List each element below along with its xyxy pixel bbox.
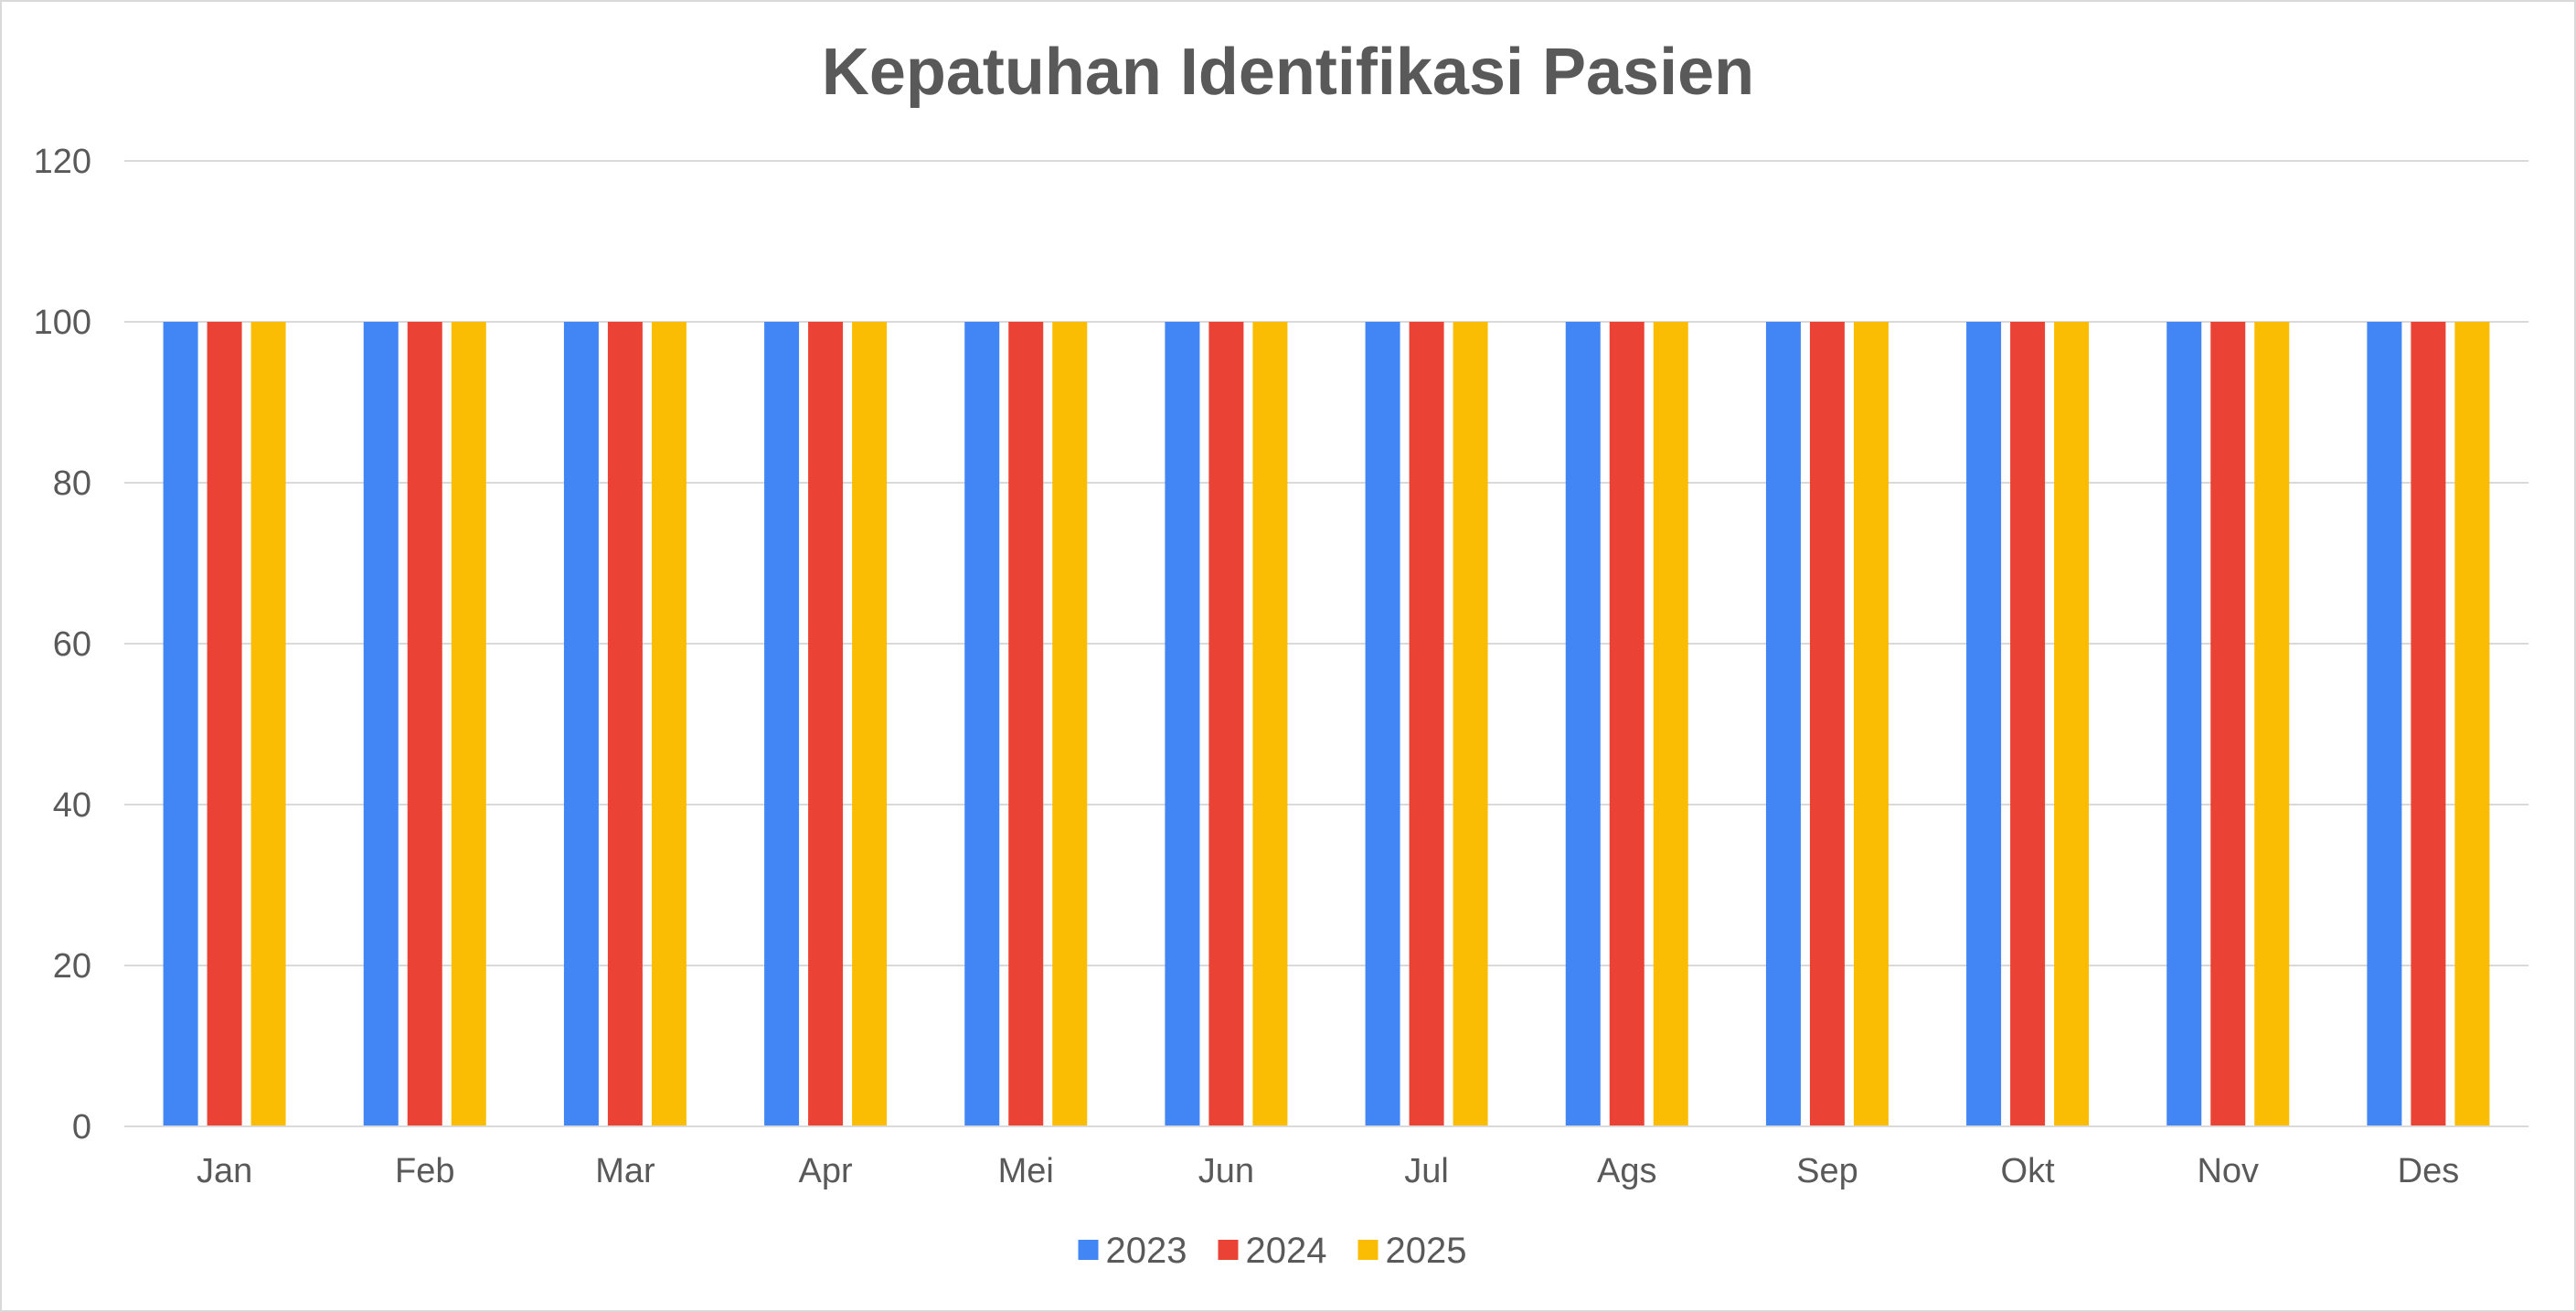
bar-2024-des	[2411, 322, 2446, 1126]
y-tick-label: 100	[34, 304, 91, 342]
legend: 2023 2024 2025	[1078, 1231, 1467, 1271]
legend-swatch-2023	[1078, 1240, 1099, 1260]
bar-2023-feb	[363, 322, 399, 1126]
bar-2023-okt	[1966, 322, 2002, 1126]
legend-swatch-2025	[1357, 1240, 1378, 1260]
y-tick-label: 40	[53, 786, 91, 825]
y-axis-ticks: 0 20 40 60 80 100 120	[34, 143, 91, 1147]
y-tick-label: 120	[34, 143, 91, 181]
bar-2023-apr	[764, 322, 800, 1126]
bar-2023-sep	[1765, 322, 1801, 1126]
bar-2024-ags	[1609, 322, 1645, 1126]
y-tick-label: 20	[53, 947, 91, 986]
x-tick-label: Apr	[799, 1152, 853, 1190]
bar-2023-mei	[964, 322, 1000, 1126]
bar-2025-mei	[1052, 322, 1088, 1126]
bar-2024-jan	[207, 322, 242, 1126]
bar-2023-mar	[563, 322, 599, 1126]
bar-2024-jun	[1208, 322, 1244, 1126]
bar-2023-nov	[2166, 322, 2202, 1126]
bar-2024-apr	[808, 322, 844, 1126]
chart-title: Kepatuhan Identifikasi Pasien	[822, 36, 1754, 109]
bar-2023-jan	[163, 322, 198, 1126]
bar-2024-mar	[607, 322, 643, 1126]
x-tick-label: Feb	[395, 1152, 454, 1190]
x-tick-label: Ags	[1597, 1152, 1656, 1190]
bar-2025-des	[2454, 322, 2490, 1126]
x-tick-label: Nov	[2197, 1152, 2259, 1190]
legend-swatch-2024	[1218, 1240, 1239, 1260]
x-tick-label: Okt	[2001, 1152, 2056, 1190]
bar-2023-des	[2367, 322, 2402, 1126]
y-tick-label: 60	[53, 625, 91, 664]
bar-2025-ags	[1653, 322, 1688, 1126]
x-tick-label: Sep	[1796, 1152, 1858, 1190]
legend-label: 2025	[1386, 1231, 1467, 1271]
legend-label: 2023	[1106, 1231, 1187, 1271]
bar-2023-jul	[1365, 322, 1400, 1126]
bar-2024-okt	[2010, 322, 2046, 1126]
bar-2024-feb	[407, 322, 442, 1126]
bar-2025-jun	[1252, 322, 1288, 1126]
bar-2025-mar	[651, 322, 687, 1126]
bar-2025-okt	[2054, 322, 2090, 1126]
x-tick-label: Mar	[595, 1152, 655, 1190]
bar-2025-jan	[250, 322, 286, 1126]
bar-2025-apr	[852, 322, 888, 1126]
bar-2024-jul	[1409, 322, 1444, 1126]
bar-2025-feb	[451, 322, 486, 1126]
x-axis-ticks: Jan Feb Mar Apr Mei Jun Jul Ags Sep Okt Nov Des	[197, 1152, 2459, 1190]
x-tick-label: Jan	[197, 1152, 252, 1190]
legend-label: 2024	[1246, 1231, 1327, 1271]
bar-2024-nov	[2210, 322, 2246, 1126]
bar-2025-nov	[2254, 322, 2290, 1126]
y-tick-label: 0	[72, 1108, 91, 1147]
bars	[163, 322, 2490, 1126]
x-tick-label: Jul	[1404, 1152, 1449, 1190]
bar-2025-sep	[1853, 322, 1889, 1126]
gridlines	[124, 160, 2528, 966]
bar-2024-mei	[1008, 322, 1044, 1126]
x-tick-label: Des	[2398, 1152, 2460, 1190]
bar-2024-sep	[1809, 322, 1845, 1126]
x-tick-label: Mei	[998, 1152, 1054, 1190]
bar-2025-jul	[1453, 322, 1488, 1126]
y-tick-label: 80	[53, 464, 91, 503]
bar-2023-jun	[1165, 322, 1200, 1126]
x-tick-label: Jun	[1198, 1152, 1254, 1190]
bar-2023-ags	[1565, 322, 1601, 1126]
